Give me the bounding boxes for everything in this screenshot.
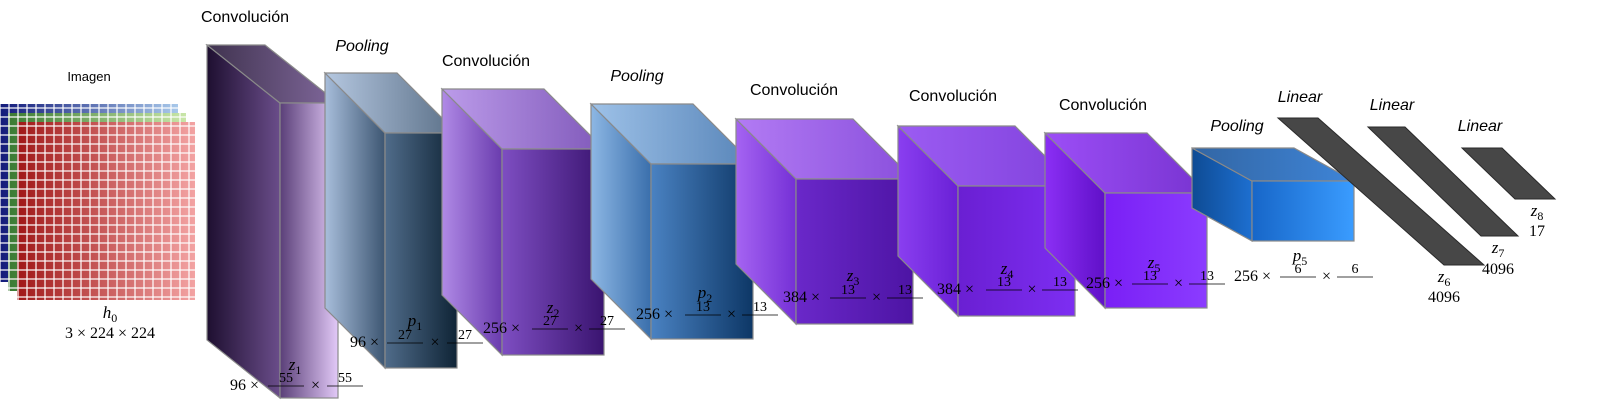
times-sign: × (872, 289, 881, 306)
layer-dim-1: 6 (1295, 262, 1302, 277)
layer-dims: 256 × 13 × 13 (1086, 269, 1225, 292)
layer-dim-2: 13 (1053, 275, 1067, 290)
linear-var: z7 (1491, 238, 1505, 260)
layer-dim-2: 27 (600, 314, 614, 329)
layer-dim-1: 13 (841, 283, 855, 298)
layer-title: Convolución (201, 9, 289, 26)
times-sign: × (574, 320, 583, 337)
image-dims: 3 × 224 × 224 (65, 325, 155, 342)
block-front-face (501, 148, 605, 356)
layer-channels: 96 × (350, 334, 379, 351)
layer-dims: 256 × 13 × 13 (636, 300, 778, 323)
layer-channels: 384 × (783, 289, 820, 306)
layer-dim-2: 55 (338, 371, 352, 386)
image-var: h0 (103, 303, 118, 325)
times-sign: × (311, 377, 320, 394)
layer-var: z2 (546, 298, 560, 320)
block-side-face (206, 43, 281, 400)
linear-size: 4096 (1482, 261, 1514, 278)
layer-channels: 256 × (1086, 275, 1123, 292)
linear-size: 4096 (1428, 289, 1460, 306)
layer-block-8: Pooling p5 256 × 6 × 6 (1191, 118, 1373, 285)
layer-dims: 384 × 13 × 13 (937, 275, 1078, 298)
feature-map-blocks: Convolución z1 96 × 55 × 55 Pooling p1 96 × 27 × 27… (201, 9, 1373, 400)
layer-title: Pooling (610, 68, 663, 85)
layer-var: z5 (1147, 253, 1161, 275)
times-sign: × (430, 334, 439, 351)
layer-dims: 256 × 27 × 27 (483, 314, 625, 337)
layer-title: Pooling (335, 38, 388, 55)
layer-title: Pooling (1210, 118, 1263, 135)
layer-channels: 256 × (1234, 268, 1271, 285)
block-front-face (1104, 192, 1208, 309)
layer-dim-1: 13 (997, 275, 1011, 290)
layer-var: z4 (1000, 259, 1014, 281)
layer-block-5: Convolución z3 384 × 13 × 13 (734, 82, 923, 326)
layer-dims: 96 × 55 × 55 (230, 371, 363, 394)
layer-dims: 384 × 13 × 13 (783, 283, 923, 306)
linear-title: Linear (1458, 118, 1503, 135)
layer-dim-1: 55 (279, 371, 293, 386)
layer-dim-1: 27 (543, 314, 557, 329)
linear-size: 17 (1529, 223, 1545, 240)
times-sign: × (727, 306, 736, 323)
linear-title: Linear (1370, 97, 1415, 114)
times-sign: × (1174, 275, 1183, 292)
layer-dim-2: 13 (898, 283, 912, 298)
layer-dim-2: 27 (458, 328, 472, 343)
times-sign: × (1322, 268, 1331, 285)
linear-title: Linear (1278, 89, 1323, 106)
layer-dims: 96 × 27 × 27 (350, 328, 483, 351)
layer-title: Convolución (442, 53, 530, 70)
layer-dim-2: 13 (753, 300, 767, 315)
block-front-face (795, 178, 914, 325)
layer-block-3: Convolución z2 256 × 27 × 27 (440, 53, 625, 357)
linear-plate (1366, 126, 1520, 237)
layer-var: p1 (407, 311, 423, 333)
layer-var: p5 (1292, 246, 1308, 268)
linear-plate (1460, 147, 1557, 200)
layer-dim-2: 13 (1200, 269, 1214, 284)
layer-dim-1: 13 (696, 300, 710, 315)
layer-channels: 256 × (636, 306, 673, 323)
layer-channels: 96 × (230, 377, 259, 394)
layer-dim-1: 27 (398, 328, 412, 343)
times-sign: × (1027, 281, 1036, 298)
linear-plate (1276, 117, 1486, 266)
block-front-face (1251, 180, 1355, 242)
layer-channels: 256 × (483, 320, 520, 337)
layer-dims: 256 × 6 × 6 (1234, 262, 1373, 285)
layer-var: p2 (697, 283, 713, 305)
layer-block-7: Convolución z5 256 × 13 × 13 (1043, 97, 1225, 310)
layer-var: z3 (846, 266, 860, 288)
layer-dim-2: 6 (1352, 262, 1359, 277)
image-title: Imagen (67, 69, 110, 84)
layer-channels: 384 × (937, 281, 974, 298)
linear-var: z6 (1437, 267, 1451, 289)
layer-var: z1 (288, 355, 302, 377)
layer-title: Convolución (909, 88, 997, 105)
layer-title: Convolución (750, 82, 838, 99)
linear-var: z8 (1530, 201, 1544, 223)
input-image (0, 104, 195, 300)
layer-dim-1: 13 (1143, 269, 1157, 284)
layer-title: Convolución (1059, 97, 1147, 114)
